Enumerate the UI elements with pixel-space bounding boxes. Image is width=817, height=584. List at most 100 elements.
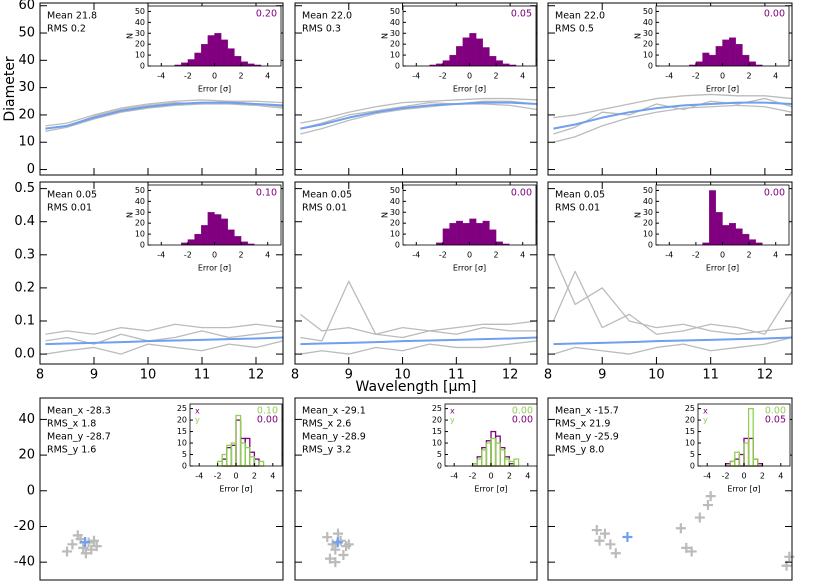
inset-x-tick-label: 4: [270, 472, 275, 481]
inset-annotation: 0.00: [512, 415, 533, 426]
x-tick-label: 9: [90, 368, 98, 383]
scatter-point: [610, 548, 621, 559]
scatter-point: [694, 512, 705, 523]
inset-annotation: 0.00: [765, 406, 786, 417]
stats-text: RMS_y 1.6: [47, 445, 96, 456]
histogram-bar: [722, 225, 730, 246]
histogram-bar: [709, 190, 717, 246]
scatter-point: [67, 539, 78, 550]
panel-frame: [547, 181, 793, 365]
inset-y-tick-label: 30: [390, 208, 400, 217]
x-tick-label: 12: [502, 368, 519, 383]
histogram-bar: [227, 229, 235, 246]
inset-y-tick-label: 30: [135, 208, 145, 217]
inset-x-tick-label: 4: [520, 251, 525, 260]
series-line: [553, 101, 793, 130]
series-line: [553, 97, 793, 135]
inset-annotation: 0.05: [511, 9, 532, 20]
x-tick-label: 11: [702, 368, 719, 383]
stats-text: RMS_y 3.2: [302, 445, 351, 456]
series-line: [45, 103, 284, 132]
stats-text: Mean_x -28.3: [47, 406, 111, 417]
inset-y-tick-label: 20: [643, 40, 653, 49]
inset-x-label: Error [σ]: [474, 485, 507, 494]
inset-y-tick-label: 40: [135, 197, 145, 206]
inset-x-label: Error [σ]: [727, 485, 760, 494]
legend-label: y: [195, 416, 200, 425]
stats-text: RMS_x 21.9: [555, 419, 610, 430]
histogram-bar: [234, 56, 242, 67]
x-tick-label: 11: [448, 368, 465, 383]
inset-annotation: 0.00: [764, 9, 785, 20]
inset-y-tick-label: 50: [643, 186, 653, 195]
inset-y-tick-label: 10: [685, 439, 695, 448]
scatter-point: [80, 536, 91, 547]
inset-y-tick-label: 15: [432, 427, 442, 436]
x-axis-label: Wavelength [μm]: [356, 379, 477, 395]
x-tick-label: 8: [544, 368, 552, 383]
histogram-bar: [735, 44, 743, 67]
legend-label: x: [703, 407, 708, 416]
panel-frame: [39, 397, 284, 581]
inset-x-tick-label: -2: [469, 472, 477, 481]
inset-y-label: N: [634, 212, 643, 218]
scatter-point: [330, 544, 341, 555]
series-line: [552, 270, 793, 335]
inset-x-tick-label: -2: [214, 472, 222, 481]
inset-y-tick-label: 20: [643, 219, 653, 228]
histogram-bar: [449, 223, 457, 246]
histogram-bar: [489, 56, 497, 67]
series-line: [300, 100, 538, 130]
y-tick-label: 20: [18, 107, 35, 122]
inset-y-tick-label: 5: [437, 450, 442, 459]
histogram-bar: [240, 61, 248, 67]
histogram-bar: [187, 59, 195, 67]
inset-x-tick-label: 4: [773, 72, 778, 81]
stats-text: RMS 0.3: [302, 24, 341, 35]
y-tick-label: 0.4: [14, 214, 35, 229]
scatter-point: [784, 551, 795, 562]
y-tick-label: 0.5: [14, 181, 35, 196]
inset-y-tick-label: 0: [182, 462, 187, 471]
histogram-bar: [181, 62, 189, 67]
inset-y-tick-label: 0: [395, 241, 400, 250]
stats-text: Mean 0.05: [47, 190, 97, 201]
histogram-bar: [715, 212, 723, 246]
inset-x-tick-label: -2: [184, 251, 192, 260]
histogram-bar: [742, 54, 750, 67]
inset-y-tick-label: 0: [648, 62, 653, 71]
stats-text: RMS 0.01: [47, 203, 92, 214]
inset-y-tick-label: 0: [690, 462, 695, 471]
inset-y-label: N: [126, 212, 135, 218]
histogram-bar: [722, 39, 730, 67]
y-tick-label: 10: [18, 135, 35, 150]
inset-y-tick-label: 0: [395, 62, 400, 71]
scatter-point: [333, 528, 344, 539]
scatter-point: [605, 539, 616, 550]
stats-text: Mean 22.0: [302, 11, 352, 22]
inset-x-tick-label: -4: [665, 72, 673, 81]
scatter-point: [327, 539, 338, 550]
histogram-bar: [201, 225, 208, 246]
inset-x-tick-label: -2: [692, 251, 700, 260]
y-tick-label: 60: [18, 0, 35, 13]
inset-y-tick-label: 40: [390, 18, 400, 27]
inset-x-tick-label: 0: [467, 251, 472, 260]
scatter-point: [78, 542, 89, 553]
inset-annotation: 0.10: [256, 188, 277, 199]
inset-x-label: Error [σ]: [706, 264, 739, 273]
series-line: [553, 104, 793, 143]
inset-y-tick-label: 30: [643, 29, 653, 38]
y-axis-label: Diameter: [2, 56, 18, 122]
panel-frame: [294, 2, 538, 176]
scatter-point: [80, 548, 91, 559]
series-line: [300, 340, 538, 355]
inset-y-label: N: [634, 33, 643, 39]
panel-frame: [294, 397, 538, 581]
histogram-bar: [495, 241, 503, 246]
inset-x-tick-label: 2: [239, 72, 244, 81]
histogram-bar: [227, 48, 235, 67]
inset-x-tick-label: 0: [488, 472, 493, 481]
inset-y-tick-label: 20: [135, 40, 145, 49]
